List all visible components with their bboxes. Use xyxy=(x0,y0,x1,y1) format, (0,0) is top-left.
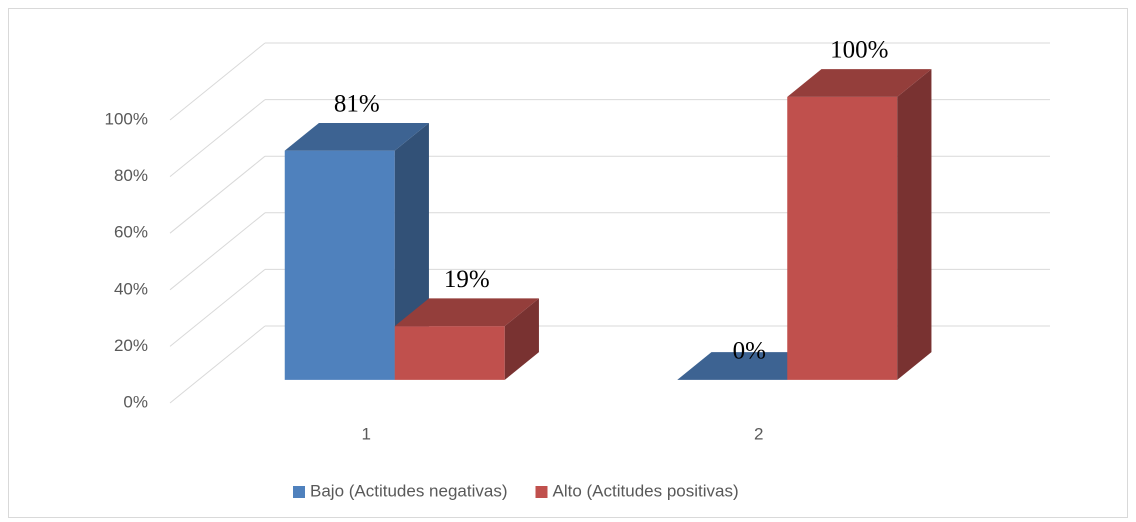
y-tick-label: 20% xyxy=(114,336,148,355)
grid-diagonal xyxy=(169,212,266,291)
legend-label: Alto (Actitudes positivas) xyxy=(553,481,739,500)
grid-diagonal xyxy=(169,325,266,404)
legend-swatch xyxy=(293,486,305,498)
bar-top xyxy=(677,352,822,380)
bar xyxy=(284,122,429,380)
bar-front xyxy=(284,150,395,380)
y-tick-label: 0% xyxy=(123,392,148,411)
value-label: 0% xyxy=(733,338,766,365)
value-label: 19% xyxy=(444,266,490,293)
legend-label: Bajo (Actitudes negativas) xyxy=(310,481,508,500)
bar-top xyxy=(284,122,429,151)
bar xyxy=(677,352,822,380)
grid-diagonal xyxy=(169,99,266,177)
bar xyxy=(787,69,932,380)
bar-top xyxy=(787,69,932,97)
bar xyxy=(394,298,539,380)
grid-diagonal xyxy=(169,269,266,347)
y-tick-label: 40% xyxy=(114,279,148,298)
value-label: 100% xyxy=(830,37,888,64)
y-tick-label: 60% xyxy=(114,223,148,242)
y-tick-label: 80% xyxy=(114,166,148,185)
grid-diagonal xyxy=(169,155,266,234)
bar-front xyxy=(394,326,505,380)
bar-top xyxy=(394,298,539,327)
value-label: 81% xyxy=(334,90,380,117)
bar-front xyxy=(787,96,898,380)
legend-swatch xyxy=(535,486,548,498)
y-tick-label: 100% xyxy=(105,109,148,128)
x-tick-label: 2 xyxy=(754,424,763,443)
bar-side xyxy=(897,69,932,380)
grid-diagonal xyxy=(169,42,266,121)
x-tick-label: 1 xyxy=(362,424,371,443)
bar-side xyxy=(504,298,539,380)
chart-border xyxy=(8,8,1128,518)
